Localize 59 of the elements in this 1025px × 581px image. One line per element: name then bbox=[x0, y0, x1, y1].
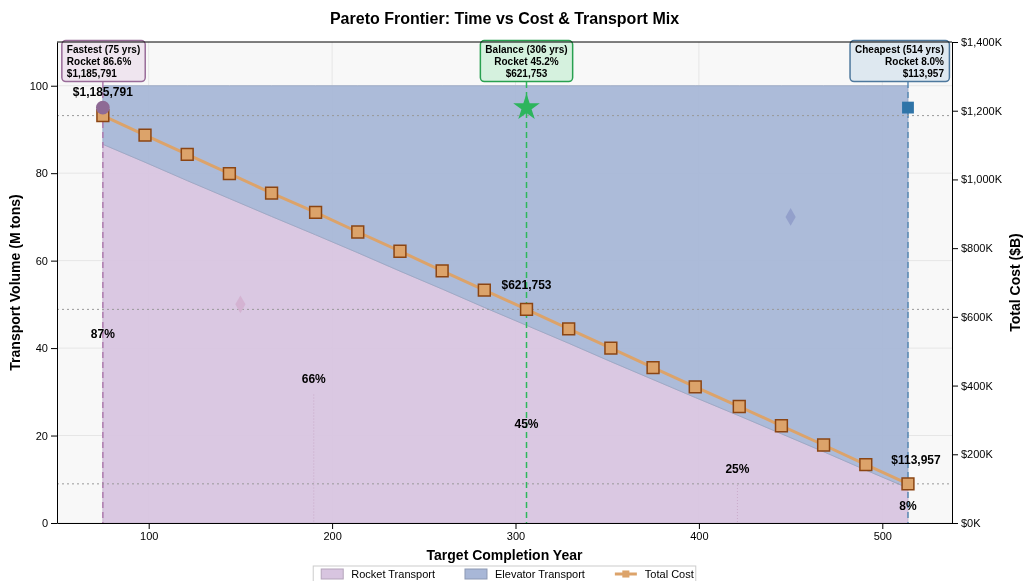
point bbox=[901, 477, 915, 491]
point bbox=[732, 399, 746, 414]
data-label: $113,957 bbox=[891, 452, 941, 467]
annotation: Fastest (75 yrs) Rocket 86.6% $1,185,791 bbox=[66, 43, 141, 79]
y-tick-label: 20 bbox=[35, 429, 48, 442]
y2-tick-label: $1,000K bbox=[961, 173, 1003, 186]
annotation: Balance (306 yrs) Rocket 45.2% $621,753 bbox=[485, 43, 568, 79]
point bbox=[351, 225, 365, 239]
point bbox=[477, 283, 491, 297]
annotation: 66% bbox=[301, 371, 327, 386]
y2-tick-label: $600K bbox=[961, 310, 994, 323]
point bbox=[774, 419, 789, 433]
y2-axis-title: Total Cost ($B) bbox=[1007, 233, 1023, 332]
point bbox=[264, 186, 279, 200]
point bbox=[138, 128, 152, 142]
y-tick-label: 80 bbox=[35, 167, 48, 180]
y-axis-title: Transport Volume (M tons) bbox=[7, 194, 23, 371]
y-tick-label: 60 bbox=[35, 254, 48, 267]
y2-tick-label: $200K bbox=[961, 448, 994, 461]
data-label: $1,185,791 bbox=[72, 84, 134, 99]
y2-tick-label: $800K bbox=[961, 242, 994, 255]
legend-label: Rocket Transport bbox=[351, 568, 435, 580]
point bbox=[646, 361, 660, 375]
point bbox=[222, 166, 237, 181]
x-axis-title: Target Completion Year bbox=[426, 547, 583, 563]
annotation: 87% bbox=[90, 326, 116, 341]
y-tick-label: 100 bbox=[29, 79, 48, 92]
y-tick-label: 40 bbox=[35, 342, 48, 355]
point bbox=[180, 147, 194, 162]
annotation: 45% bbox=[514, 417, 539, 432]
legend-label: Total Cost bbox=[644, 568, 694, 580]
point bbox=[435, 264, 449, 278]
point bbox=[859, 457, 873, 472]
y-tick-label: 0 bbox=[41, 517, 48, 530]
y2-tick-label: $400K bbox=[961, 379, 994, 392]
point bbox=[562, 322, 576, 336]
point bbox=[308, 205, 323, 220]
point bbox=[95, 100, 110, 115]
annotation: 8% bbox=[899, 498, 917, 513]
y2-tick-label: $0K bbox=[961, 517, 982, 530]
x-tick-label: 100 bbox=[140, 529, 159, 542]
point bbox=[513, 93, 540, 119]
x-tick-label: 300 bbox=[506, 529, 526, 542]
point bbox=[519, 302, 534, 317]
point bbox=[393, 244, 407, 258]
point bbox=[688, 380, 702, 394]
annotation: 25% bbox=[725, 462, 750, 477]
annotation: Cheapest (514 yrs) Rocket 8.0% $113,957 bbox=[855, 43, 945, 79]
x-tick-label: 500 bbox=[873, 529, 892, 542]
x-tick-label: 200 bbox=[323, 529, 342, 542]
point bbox=[604, 341, 618, 355]
chart-title: Pareto Frontier: Time vs Cost & Transport Mix bbox=[329, 10, 680, 27]
y2-tick-label: $1,200K bbox=[961, 104, 1003, 117]
point bbox=[902, 101, 914, 114]
x-tick-label: 400 bbox=[690, 529, 709, 542]
data-label: $621,753 bbox=[501, 278, 552, 293]
point bbox=[816, 438, 831, 452]
y2-tick-label: $1,400K bbox=[961, 36, 1003, 49]
legend-label: Elevator Transport bbox=[494, 568, 585, 580]
